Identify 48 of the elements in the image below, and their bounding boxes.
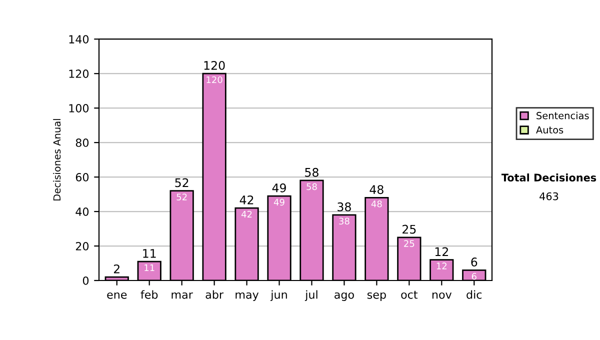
- x-tick-label: feb: [140, 290, 158, 299]
- x-tick-label: abr: [206, 290, 224, 299]
- total-label: 11: [143, 249, 156, 258]
- data-label: 6: [472, 272, 476, 280]
- y-tick-label: 100: [69, 104, 89, 112]
- y-tick-label: 120: [69, 70, 89, 78]
- y-tick-label: 60: [76, 173, 89, 182]
- y-tick-label: 80: [76, 138, 89, 147]
- data-label: 48: [371, 200, 382, 208]
- x-tick-label: sep: [367, 292, 386, 301]
- y-tick-label: 0: [82, 276, 89, 285]
- total-label: 120: [204, 60, 225, 70]
- total-label: 6: [471, 258, 478, 266]
- total-label: 42: [240, 195, 254, 204]
- text: Total Decisiones: [501, 173, 596, 182]
- data-label: 120: [206, 76, 222, 84]
- x-tick-label: jul: [304, 290, 318, 301]
- legend-label: Autos: [536, 126, 564, 134]
- x-tick-label: nov: [432, 292, 452, 299]
- y-axis-title: Decisiones Anual: [53, 119, 61, 200]
- data-label: 12: [436, 262, 446, 270]
- text: 463: [540, 192, 558, 200]
- data-label: 11: [144, 264, 154, 271]
- total-label: 48: [370, 185, 384, 194]
- data-label: 49: [274, 198, 284, 206]
- x-tick-label: may: [236, 292, 259, 301]
- total-label: 58: [305, 168, 318, 177]
- y-tick-label: 40: [76, 208, 89, 216]
- total-label: 25: [402, 224, 416, 234]
- x-tick-label: jun: [270, 290, 287, 301]
- y-tick-label: 140: [69, 35, 89, 44]
- total-label: 2: [114, 264, 120, 274]
- x-tick-label: ago: [334, 292, 354, 301]
- total-label: 12: [435, 247, 448, 256]
- total-label: 49: [272, 183, 286, 192]
- x-tick-label: oct: [401, 290, 418, 299]
- y-tick-label: 20: [76, 242, 89, 250]
- total-label: 38: [338, 202, 351, 212]
- x-tick-label: dic: [466, 290, 482, 299]
- legend-label: Sentencias: [536, 112, 589, 120]
- data-label: 58: [306, 183, 317, 190]
- data-label: 38: [339, 218, 350, 225]
- data-label: 25: [404, 240, 414, 247]
- data-label: 52: [176, 194, 187, 200]
- x-tick-label: mar: [172, 292, 193, 299]
- x-tick-label: ene: [107, 292, 127, 299]
- data-label: 42: [241, 210, 252, 218]
- total-label: 52: [175, 178, 188, 188]
